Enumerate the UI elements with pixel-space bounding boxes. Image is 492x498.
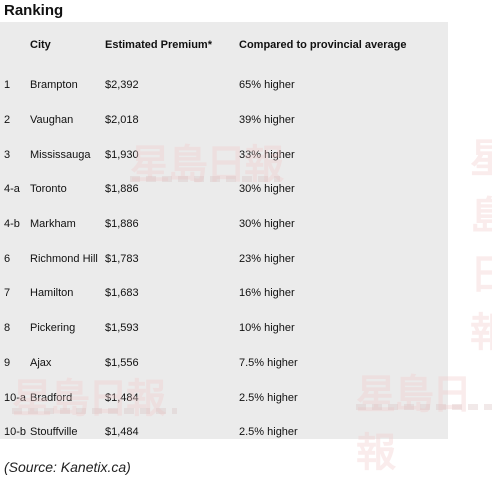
table-row: 3 Mississauga $1,930 33% higher [0, 137, 448, 172]
cell-rank: 8 [4, 322, 11, 335]
cell-rank: 4-b [4, 218, 20, 231]
cell-city: Ajax [30, 356, 52, 369]
ranking-table-container: City Estimated Premium* Compared to prov… [0, 22, 448, 439]
cell-estimated-premium: $1,886 [105, 183, 139, 196]
table-row: 10-b Stouffville $1,484 2.5% higher [0, 415, 448, 450]
cell-estimated-premium: $1,886 [105, 218, 139, 231]
cell-estimated-premium: $1,484 [105, 391, 139, 404]
page-title: Ranking [4, 2, 64, 19]
table-row: 4-b Markham $1,886 30% higher [0, 207, 448, 242]
cell-rank: 10-b [4, 426, 27, 439]
cell-estimated-premium: $1,484 [105, 426, 139, 439]
ranking-table: City Estimated Premium* Compared to prov… [0, 22, 448, 450]
header-city: City [30, 39, 51, 51]
cell-compared-to-average: 33% higher [239, 148, 295, 161]
cell-rank: 6 [4, 252, 11, 265]
cell-city: Markham [30, 218, 76, 231]
cell-city: Richmond Hill [30, 252, 98, 265]
cell-city: Toronto [30, 183, 67, 196]
table-row: 9 Ajax $1,556 7.5% higher [0, 346, 448, 381]
cell-city: Hamilton [30, 287, 74, 300]
cell-city: Pickering [30, 322, 76, 335]
cell-city: Mississauga [30, 148, 91, 161]
table-header-row: City Estimated Premium* Compared to prov… [0, 22, 448, 68]
cell-city: Brampton [30, 79, 78, 92]
cell-compared-to-average: 23% higher [239, 252, 295, 265]
cell-city: Vaughan [30, 114, 74, 127]
cell-rank: 2 [4, 114, 11, 127]
table-row: 8 Pickering $1,593 10% higher [0, 311, 448, 346]
header-compared-to-average: Compared to provincial average [239, 39, 407, 51]
cell-city: Bradford [30, 391, 73, 404]
table-row: 10-a Bradford $1,484 2.5% higher [0, 380, 448, 415]
table-body: 1 Brampton $2,392 65% higher 2 Vaughan $2,018 3… [0, 68, 448, 450]
table-row: 6 Richmond Hill $1,783 23% higher [0, 241, 448, 276]
cell-compared-to-average: 30% higher [239, 218, 295, 231]
table-row: 1 Brampton $2,392 65% higher [0, 68, 448, 103]
cell-rank: 10-a [4, 391, 27, 404]
cell-estimated-premium: $2,392 [105, 79, 139, 92]
table-row: 4-a Toronto $1,886 30% higher [0, 172, 448, 207]
cell-estimated-premium: $2,018 [105, 114, 139, 127]
cell-rank: 9 [4, 356, 11, 369]
cell-city: Stouffville [30, 426, 78, 439]
cell-rank: 7 [4, 287, 11, 300]
cell-compared-to-average: 65% higher [239, 79, 295, 92]
cell-rank: 1 [4, 79, 11, 92]
cell-rank: 4-a [4, 183, 20, 196]
watermark-logo: 星島日報 [470, 135, 492, 356]
cell-estimated-premium: $1,556 [105, 356, 139, 369]
cell-compared-to-average: 16% higher [239, 287, 295, 300]
cell-rank: 3 [4, 148, 11, 161]
cell-estimated-premium: $1,930 [105, 148, 139, 161]
table-row: 7 Hamilton $1,683 16% higher [0, 276, 448, 311]
cell-estimated-premium: $1,683 [105, 287, 139, 300]
cell-compared-to-average: 2.5% higher [239, 426, 298, 439]
source-note: (Source: Kanetix.ca) [4, 459, 131, 475]
cell-estimated-premium: $1,593 [105, 322, 139, 335]
cell-compared-to-average: 30% higher [239, 183, 295, 196]
cell-compared-to-average: 39% higher [239, 114, 295, 127]
table-row: 2 Vaughan $2,018 39% higher [0, 103, 448, 138]
header-estimated-premium: Estimated Premium* [105, 39, 212, 51]
cell-compared-to-average: 2.5% higher [239, 391, 298, 404]
cell-compared-to-average: 10% higher [239, 322, 295, 335]
header-rank [0, 22, 30, 68]
cell-estimated-premium: $1,783 [105, 252, 139, 265]
cell-compared-to-average: 7.5% higher [239, 356, 298, 369]
